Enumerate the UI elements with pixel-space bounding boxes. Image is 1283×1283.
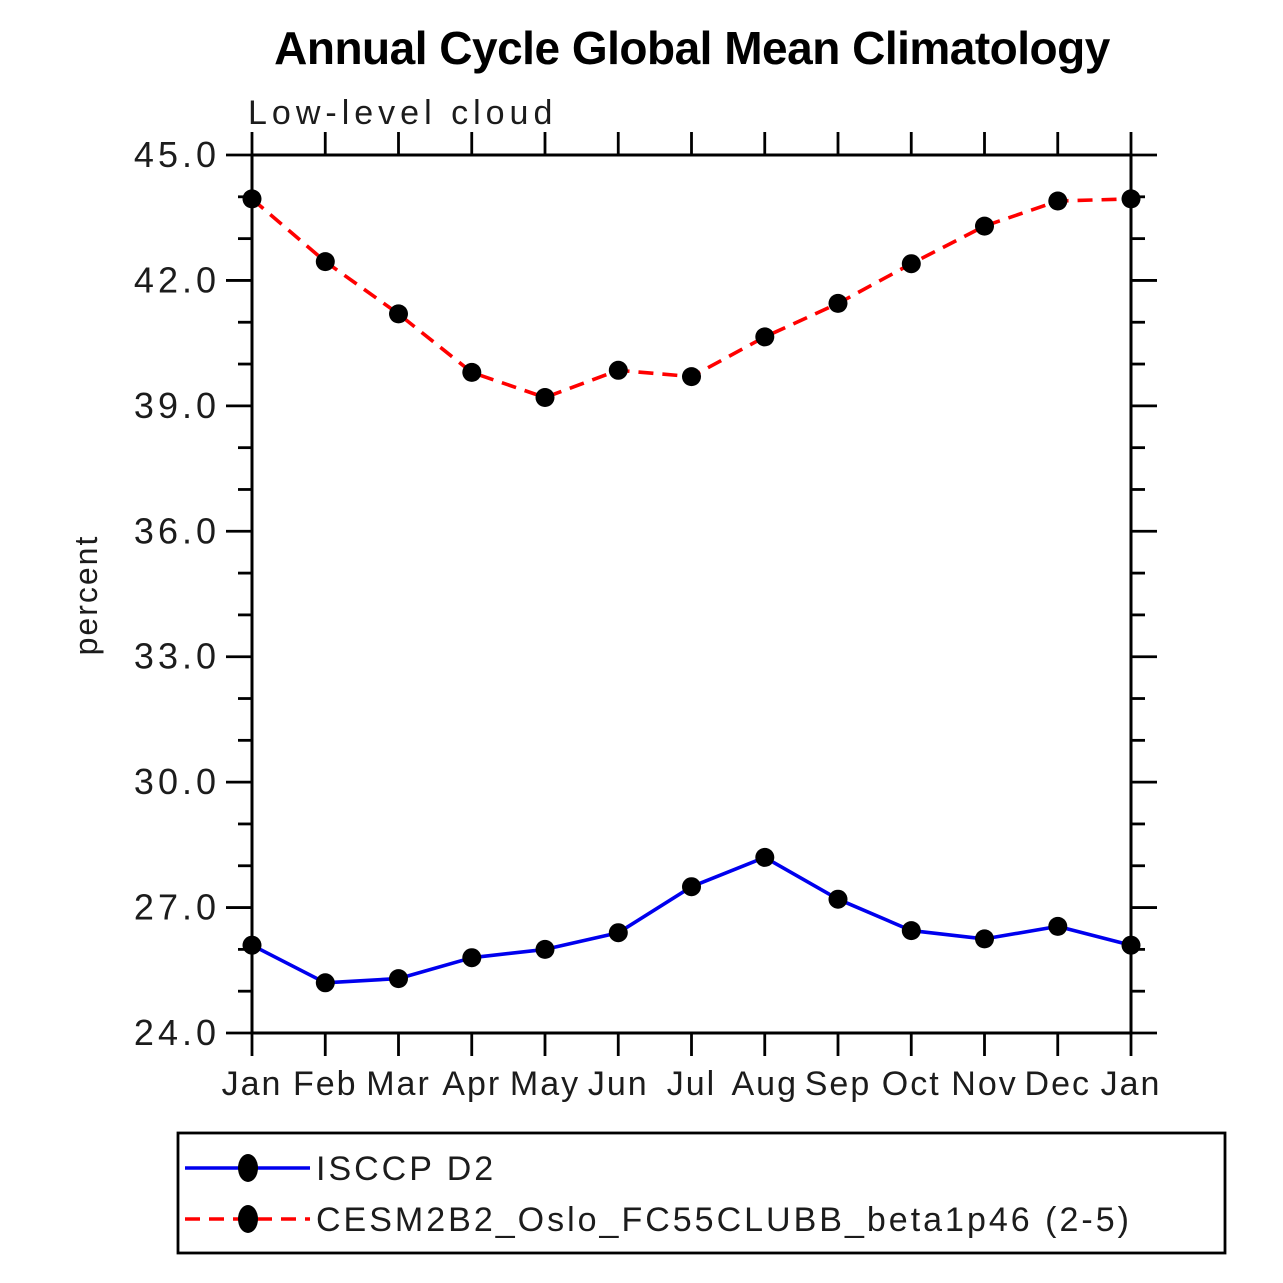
x-tick-label: Aug [732, 1065, 799, 1103]
data-point-marker [535, 388, 555, 407]
data-point-marker [901, 254, 921, 274]
data-point-marker [242, 189, 262, 209]
legend-frame [176, 1131, 1227, 1255]
x-tick-label: Sep [805, 1065, 872, 1103]
data-point-marker [1121, 935, 1141, 955]
x-tick-label: May [510, 1065, 580, 1103]
data-point-marker [828, 889, 848, 909]
y-tick-label: 27.0 [134, 887, 220, 928]
legend: ISCCP D2 CESM2B2_Oslo_FC55CLUBB_beta1p46… [176, 1131, 1227, 1255]
data-point-marker [315, 252, 335, 272]
legend-marker-dot [238, 1154, 258, 1182]
data-point-marker [608, 923, 628, 943]
y-tick-label: 30.0 [134, 761, 220, 802]
x-tick-label: Nov [951, 1065, 1017, 1103]
data-point-marker [462, 362, 482, 382]
y-tick-label: 24.0 [134, 1012, 220, 1053]
data-point-marker [608, 360, 628, 380]
x-tick-label: Jun [588, 1065, 649, 1103]
x-tick-label: Jul [667, 1065, 716, 1103]
data-point-marker [755, 327, 775, 347]
legend-entry-cesm: CESM2B2_Oslo_FC55CLUBB_beta1p46 (2-5) [185, 1201, 1132, 1239]
x-tick-label: Apr [442, 1065, 501, 1103]
y-tick-label: 42.0 [134, 259, 220, 300]
data-point-marker [1048, 916, 1068, 936]
legend-label-cesm: CESM2B2_Oslo_FC55CLUBB_beta1p46 (2-5) [316, 1201, 1132, 1239]
data-point-marker [975, 216, 994, 236]
data-point-marker [462, 948, 482, 968]
data-series-layer [242, 189, 1141, 993]
y-tick-label: 45.0 [134, 134, 220, 175]
legend-marker-dot [238, 1205, 258, 1233]
data-point-marker [901, 921, 921, 941]
y-tick-label: 36.0 [134, 510, 220, 551]
x-tick-label: Feb [293, 1065, 358, 1103]
chart-subtitle: Low-level cloud [248, 94, 557, 132]
y-tick-label: 39.0 [134, 385, 220, 426]
data-point-marker [242, 935, 262, 955]
legend-entry-isccp: ISCCP D2 [185, 1150, 496, 1188]
data-point-marker [1048, 191, 1068, 211]
plot-frame [250, 153, 1133, 1035]
chart-title: Annual Cycle Global Mean Climatology [274, 22, 1111, 74]
data-point-marker [682, 367, 701, 387]
series-line-isccp [251, 855, 1132, 985]
data-point-marker [315, 973, 335, 993]
data-point-marker [389, 969, 408, 989]
x-tick-label: Jan [222, 1065, 283, 1103]
data-point-marker [755, 847, 775, 867]
data-point-marker [975, 929, 994, 949]
x-tick-label: Oct [882, 1065, 941, 1103]
x-tick-label: Jan [1101, 1065, 1162, 1103]
data-point-marker [389, 304, 408, 324]
data-point-marker [1121, 189, 1141, 209]
data-point-marker [535, 939, 555, 959]
data-point-marker [828, 293, 848, 313]
legend-label-isccp: ISCCP D2 [316, 1150, 496, 1188]
x-tick-label: Mar [366, 1065, 431, 1103]
x-tick-label: Dec [1025, 1065, 1091, 1103]
data-point-marker [682, 877, 701, 897]
y-axis-label: percent [68, 535, 104, 656]
y-tick-label: 33.0 [134, 636, 220, 677]
